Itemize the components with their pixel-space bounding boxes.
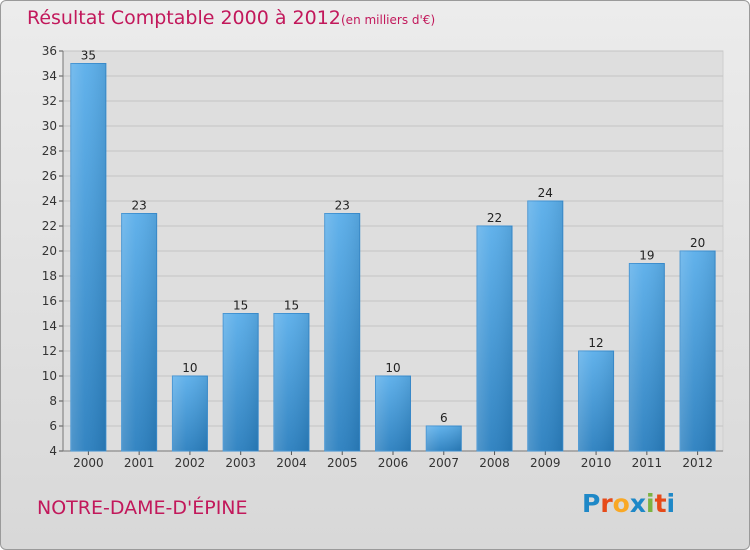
bar-value-label: 24 <box>538 186 553 200</box>
y-tick-label: 20 <box>42 244 57 258</box>
x-tick-label: 2012 <box>682 456 713 470</box>
bar-highlight <box>527 201 563 451</box>
label-layer: 35 23 10 15 15 23 10 6 22 24 12 19 20 <box>81 49 706 426</box>
y-tick-label: 32 <box>42 94 57 108</box>
y-tick-label: 34 <box>42 69 57 83</box>
y-tick-label: 6 <box>49 419 57 433</box>
y-tick-label: 18 <box>42 269 57 283</box>
chart-title: Résultat Comptable 2000 à 2012 <box>27 7 341 29</box>
bar-highlight <box>680 251 716 451</box>
bar-highlight <box>426 426 462 451</box>
x-tick-label: 2010 <box>581 456 612 470</box>
y-tick-label: 8 <box>49 394 57 408</box>
y-tick-label: 10 <box>42 369 57 383</box>
bar-highlight <box>273 313 309 451</box>
bar-value-label: 15 <box>284 299 299 313</box>
axis-layer: 4 6 8 10 12 14 16 18 20 22 24 26 28 30 32 34 36 2000 2001 2… <box>42 44 723 470</box>
logo-letter: o <box>612 489 630 518</box>
y-tick-label: 22 <box>42 219 57 233</box>
bar-value-label: 10 <box>182 361 197 375</box>
logo-letter: P <box>582 489 601 518</box>
logo-letter: t <box>654 489 667 518</box>
bar-value-label: 23 <box>132 199 147 213</box>
bar-highlight <box>70 63 106 451</box>
commune-name: NOTRE-DAME-D'ÉPINE <box>37 497 248 519</box>
y-tick-label: 36 <box>42 44 57 58</box>
bar-value-label: 10 <box>385 361 400 375</box>
y-tick-label: 24 <box>42 194 57 208</box>
y-tick-label: 14 <box>42 319 57 333</box>
x-tick-label: 2005 <box>327 456 358 470</box>
logo-letter: i <box>666 489 676 518</box>
y-tick-label: 4 <box>49 444 57 458</box>
x-tick-label: 2006 <box>378 456 409 470</box>
bar-value-label: 22 <box>487 211 502 225</box>
bar-highlight <box>477 226 513 451</box>
chart-subtitle: (en milliers d'€) <box>341 13 436 27</box>
x-tick-label: 2001 <box>124 456 155 470</box>
bar-value-label: 20 <box>690 236 705 250</box>
proxiti-logo: Proxiti <box>582 489 675 518</box>
x-tick-label: 2000 <box>73 456 104 470</box>
logo-letter: x <box>629 489 646 518</box>
y-tick-label: 26 <box>42 169 57 183</box>
bar-value-label: 6 <box>440 411 448 425</box>
x-tick-label: 2008 <box>479 456 510 470</box>
x-tick-label: 2009 <box>530 456 561 470</box>
bar-value-label: 35 <box>81 49 96 63</box>
logo-letter: i <box>646 489 655 518</box>
y-tick-label: 30 <box>42 119 57 133</box>
x-tick-label: 2004 <box>276 456 307 470</box>
bar-highlight <box>629 263 665 451</box>
bar-layer <box>70 63 716 452</box>
bar-value-label: 19 <box>639 249 654 263</box>
bar-highlight <box>578 351 614 451</box>
x-tick-label: 2011 <box>632 456 663 470</box>
logo-letter: r <box>600 489 613 518</box>
x-tick-label: 2007 <box>428 456 459 470</box>
bar-highlight <box>375 376 411 451</box>
bar-highlight <box>121 213 157 451</box>
bar-highlight <box>223 313 259 451</box>
x-tick-label: 2002 <box>175 456 206 470</box>
bar-value-label: 12 <box>588 336 603 350</box>
bar-highlight <box>172 376 208 451</box>
bar-highlight <box>324 213 360 451</box>
bar-value-label: 23 <box>335 199 350 213</box>
y-tick-label: 28 <box>42 144 57 158</box>
bar-value-label: 15 <box>233 299 248 313</box>
x-tick-label: 2003 <box>225 456 256 470</box>
y-tick-label: 12 <box>42 344 57 358</box>
y-tick-label: 16 <box>42 294 57 308</box>
